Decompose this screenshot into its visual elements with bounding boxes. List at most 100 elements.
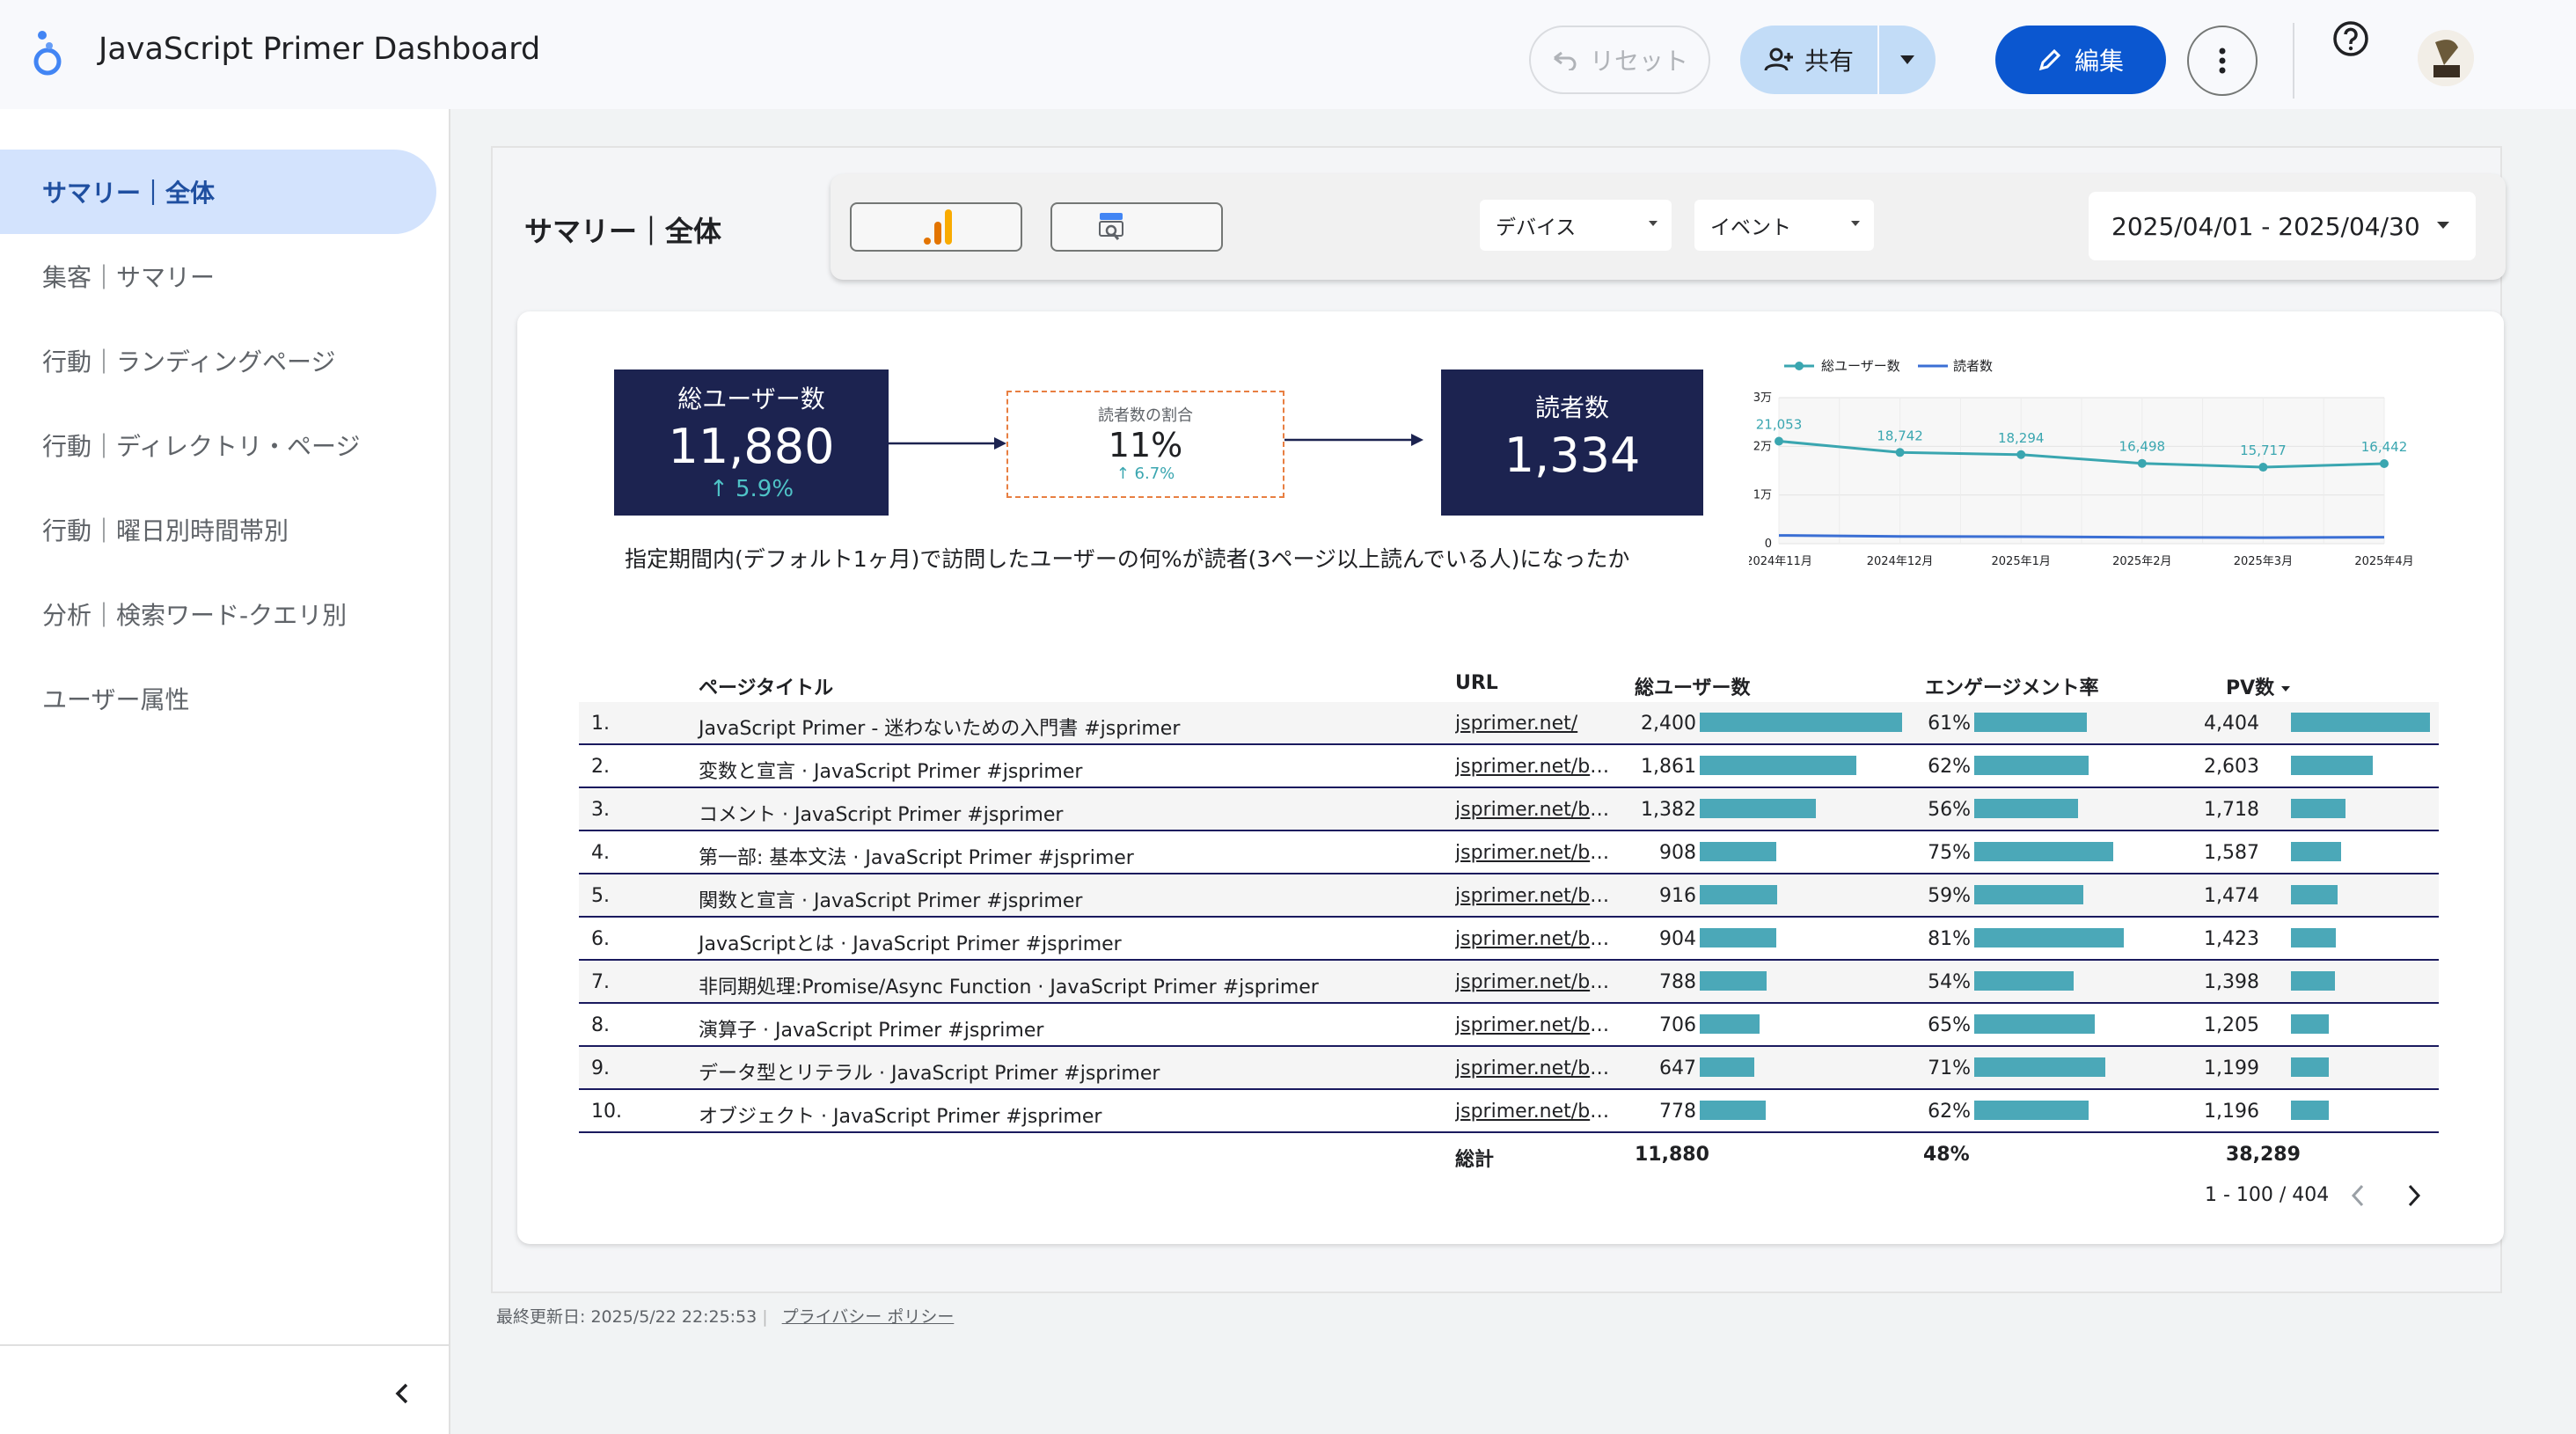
row-engagement: 75% [1928,842,1971,864]
chevron-right-icon[interactable] [2404,1182,2425,1209]
pagination-label: 1 - 100 / 404 [2205,1184,2330,1206]
row-pv: 1,398 [2204,971,2259,993]
row-pv: 1,474 [2204,885,2259,907]
row-number: 10. [591,1101,622,1123]
row-engagement: 65% [1928,1014,1971,1036]
add-person-icon [1764,48,1793,71]
kpi-change: ↑ 6.7% [1008,465,1283,483]
kpi-total-users[interactable]: 総ユーザー数 11,880 ↑ 5.9% [614,369,889,516]
row-engagement-bar [1974,713,2087,732]
table-row[interactable]: 9. データ型とリテラル · JavaScript Primer #jsprime… [579,1047,2439,1090]
row-pv: 1,205 [2204,1014,2259,1036]
row-users-bar [1700,1057,1754,1077]
sidebar-item-directory-page[interactable]: 行動｜ディレクトリ・ページ [0,403,436,487]
row-users: 778 [1659,1101,1696,1123]
col-header-title[interactable]: ページタイトル [699,677,834,699]
row-url-link[interactable]: jsprimer.net/bas… [1455,1101,1615,1123]
row-users-bar [1700,842,1776,861]
sidebar-item-summary[interactable]: サマリー｜全体 [0,150,436,234]
data-label: 18,294 [1998,430,2045,446]
table-row[interactable]: 4. 第一部: 基本文法 · JavaScript Primer #jsprime… [579,831,2439,874]
row-users: 2,400 [1641,713,1696,735]
table-row[interactable]: 7. 非同期処理:Promise/Async Function · JavaScr… [579,961,2439,1004]
kpi-label: 総ユーザー数 [677,384,825,413]
table-row[interactable]: 5. 関数と宣言 · JavaScript Primer #jsprimer jsp… [579,874,2439,918]
table-row[interactable]: 10. オブジェクト · JavaScript Primer #jsprimer j… [579,1090,2439,1133]
table-row[interactable]: 6. JavaScriptとは · JavaScript Primer #jspr… [579,918,2439,961]
series-line-readers [1778,534,2385,539]
reset-button[interactable]: リセット [1529,26,1710,94]
edit-button[interactable]: 編集 [1995,26,2166,94]
row-number: 2. [591,756,610,778]
row-number: 6. [591,928,610,950]
row-url-link[interactable]: jsprimer.net/bas… [1455,1014,1615,1036]
table-row[interactable]: 8. 演算子 · JavaScript Primer #jsprimer jspri… [579,1004,2439,1047]
row-pv-bar [2291,885,2338,904]
row-users-bar [1700,971,1767,991]
row-engagement: 62% [1928,756,1971,778]
row-users-bar [1700,756,1856,775]
table-row[interactable]: 2. 変数と宣言 · JavaScript Primer #jsprimer jsp… [579,745,2439,788]
kpi-reader-ratio[interactable]: 読者数の割合 11% ↑ 6.7% [1006,391,1284,498]
col-header-users[interactable]: 総ユーザー数 [1635,677,1751,699]
row-number: 5. [591,885,610,907]
share-button[interactable]: 共有 [1740,26,1877,94]
search-console-data-source-button[interactable] [1050,202,1223,252]
row-number: 4. [591,842,610,864]
kpi-readers[interactable]: 読者数 1,334 [1441,369,1703,516]
row-url-link[interactable]: jsprimer.net/bas… [1455,971,1615,993]
row-pv-bar [2291,971,2335,991]
caret-down-icon [1900,55,1914,64]
row-number: 1. [591,713,610,735]
sidebar-item-search-query[interactable]: 分析｜検索ワード-クエリ別 [0,572,436,656]
row-page-title: オブジェクト · JavaScript Primer #jsprimer [699,1106,1102,1128]
row-page-title: 関数と宣言 · JavaScript Primer #jsprimer [699,890,1083,912]
chevron-left-icon[interactable] [2347,1182,2368,1209]
legend-marker [1795,362,1804,370]
row-url-link[interactable]: jsprimer.net/basic/ [1455,842,1615,864]
row-url-link[interactable]: jsprimer.net/bas… [1455,756,1615,778]
row-engagement-bar [1974,842,2113,861]
row-url-link[interactable]: jsprimer.net/bas… [1455,1057,1615,1079]
chevron-left-icon[interactable] [391,1381,415,1406]
row-engagement-bar [1974,885,2083,904]
row-url-link[interactable]: jsprimer.net/ [1455,713,1578,735]
data-point [1775,436,1783,446]
sidebar-item-label: 行動｜曜日別時間帯別 [42,516,289,545]
share-dropdown-button[interactable] [1879,26,1936,94]
event-filter-label: イベント [1710,216,1791,239]
col-header-url[interactable]: URL [1455,672,1498,694]
col-header-pv[interactable]: PV数 [2226,672,2291,700]
time-series-chart[interactable]: 0 1万 2万 3万 2024年11月 2024年12月 2025年1月 2025年2月 202… [1749,348,2418,577]
sidebar-item-weekday-hour[interactable]: 行動｜曜日別時間帯別 [0,487,436,572]
sidebar-item-landing-page[interactable]: 行動｜ランディングページ [0,318,436,403]
more-options-button[interactable] [2187,26,2258,96]
row-pv: 1,196 [2204,1101,2259,1123]
table-row[interactable]: 3. コメント · JavaScript Primer #jsprimer jspr… [579,788,2439,831]
page-title: サマリー｜全体 [524,215,722,248]
sidebar-item-user-attributes[interactable]: ユーザー属性 [0,656,436,741]
kpi-label: 読者数の割合 [1098,406,1193,425]
analytics-icon [924,209,952,245]
user-avatar[interactable] [2418,30,2474,86]
col-header-engagement[interactable]: エンゲージメント率 [1925,677,2099,699]
ga-data-source-button[interactable] [850,202,1022,252]
x-tick-label: 2025年2月 [2112,555,2171,568]
x-tick-label: 2025年4月 [2354,555,2413,568]
table-row[interactable]: 1. JavaScript Primer - 迷わないための入門書 #jsprim… [579,702,2439,745]
device-filter-dropdown[interactable]: デバイス [1480,200,1672,251]
more-vert-icon [2219,48,2226,74]
event-filter-dropdown[interactable]: イベント [1694,200,1874,251]
footer-separator: | [762,1307,768,1327]
privacy-policy-link[interactable]: プライバシー ポリシー [781,1307,955,1327]
row-page-title: データ型とリテラル · JavaScript Primer #jsprimer [699,1063,1160,1085]
sort-desc-icon [2281,686,2291,691]
row-users-bar [1700,885,1777,904]
date-range-picker[interactable]: 2025/04/01 - 2025/04/30 [2089,192,2476,260]
help-icon[interactable] [2331,19,2370,58]
data-point [2258,463,2268,472]
row-url-link[interactable]: jsprimer.net/bas… [1455,928,1615,950]
sidebar-item-acquisition[interactable]: 集客｜サマリー [0,234,436,318]
row-url-link[interactable]: jsprimer.net/bas… [1455,799,1615,821]
row-url-link[interactable]: jsprimer.net/bas… [1455,885,1615,907]
